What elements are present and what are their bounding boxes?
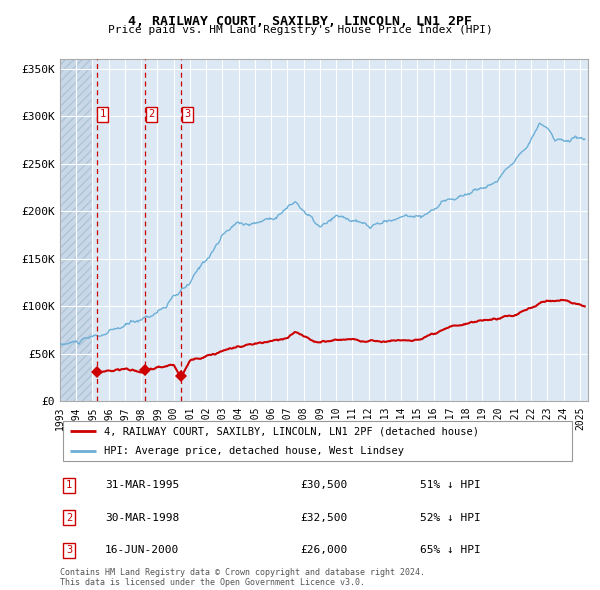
Text: 65% ↓ HPI: 65% ↓ HPI xyxy=(420,545,481,555)
FancyBboxPatch shape xyxy=(62,421,572,461)
Text: £32,500: £32,500 xyxy=(300,513,347,523)
Text: 4, RAILWAY COURT, SAXILBY, LINCOLN, LN1 2PF: 4, RAILWAY COURT, SAXILBY, LINCOLN, LN1 … xyxy=(128,15,472,28)
Text: 52% ↓ HPI: 52% ↓ HPI xyxy=(420,513,481,523)
Text: £30,500: £30,500 xyxy=(300,480,347,490)
Text: 30-MAR-1998: 30-MAR-1998 xyxy=(105,513,179,523)
Text: 4, RAILWAY COURT, SAXILBY, LINCOLN, LN1 2PF (detached house): 4, RAILWAY COURT, SAXILBY, LINCOLN, LN1 … xyxy=(104,427,479,436)
Text: 1: 1 xyxy=(66,480,72,490)
Bar xyxy=(60,59,92,401)
Text: 3: 3 xyxy=(184,109,190,119)
Text: 2: 2 xyxy=(148,109,154,119)
Text: Contains HM Land Registry data © Crown copyright and database right 2024.
This d: Contains HM Land Registry data © Crown c… xyxy=(60,568,425,587)
Text: 51% ↓ HPI: 51% ↓ HPI xyxy=(420,480,481,490)
Text: 16-JUN-2000: 16-JUN-2000 xyxy=(105,545,179,555)
Text: HPI: Average price, detached house, West Lindsey: HPI: Average price, detached house, West… xyxy=(104,446,404,455)
Text: Price paid vs. HM Land Registry's House Price Index (HPI): Price paid vs. HM Land Registry's House … xyxy=(107,25,493,35)
Text: 3: 3 xyxy=(66,545,72,555)
Text: 31-MAR-1995: 31-MAR-1995 xyxy=(105,480,179,490)
Text: £26,000: £26,000 xyxy=(300,545,347,555)
Text: 1: 1 xyxy=(100,109,106,119)
Text: 2: 2 xyxy=(66,513,72,523)
